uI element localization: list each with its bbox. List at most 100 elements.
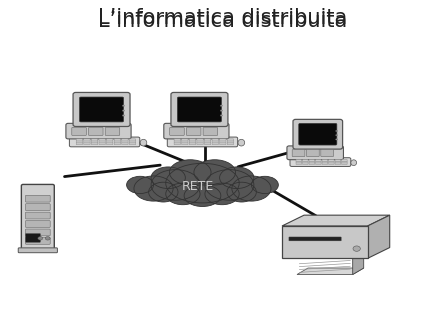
Circle shape	[220, 110, 222, 112]
FancyBboxPatch shape	[164, 123, 229, 139]
FancyBboxPatch shape	[289, 237, 341, 241]
FancyBboxPatch shape	[174, 143, 180, 145]
FancyBboxPatch shape	[80, 97, 124, 122]
FancyBboxPatch shape	[287, 146, 344, 160]
FancyBboxPatch shape	[197, 143, 203, 145]
Ellipse shape	[194, 160, 235, 185]
Circle shape	[220, 115, 222, 116]
FancyBboxPatch shape	[99, 143, 105, 145]
FancyBboxPatch shape	[322, 159, 328, 161]
FancyBboxPatch shape	[220, 139, 226, 141]
Circle shape	[122, 115, 125, 116]
Circle shape	[336, 130, 337, 132]
FancyBboxPatch shape	[309, 161, 315, 163]
FancyBboxPatch shape	[197, 141, 203, 143]
FancyBboxPatch shape	[84, 139, 90, 141]
Ellipse shape	[166, 163, 239, 203]
FancyBboxPatch shape	[299, 124, 337, 145]
FancyBboxPatch shape	[99, 141, 105, 143]
FancyBboxPatch shape	[189, 139, 196, 141]
Polygon shape	[368, 215, 390, 258]
FancyBboxPatch shape	[204, 143, 211, 145]
Circle shape	[336, 139, 337, 140]
FancyBboxPatch shape	[335, 163, 340, 164]
FancyBboxPatch shape	[322, 161, 328, 163]
FancyBboxPatch shape	[189, 141, 196, 143]
Ellipse shape	[166, 183, 200, 205]
FancyBboxPatch shape	[171, 93, 228, 127]
FancyBboxPatch shape	[204, 139, 211, 141]
FancyBboxPatch shape	[89, 128, 103, 135]
FancyBboxPatch shape	[84, 143, 90, 145]
Ellipse shape	[140, 139, 147, 146]
FancyBboxPatch shape	[189, 143, 196, 145]
FancyBboxPatch shape	[167, 137, 238, 147]
FancyBboxPatch shape	[99, 139, 105, 141]
FancyBboxPatch shape	[122, 143, 128, 145]
FancyBboxPatch shape	[309, 159, 315, 161]
FancyBboxPatch shape	[227, 139, 234, 141]
Circle shape	[122, 105, 125, 107]
FancyBboxPatch shape	[220, 143, 226, 145]
Circle shape	[45, 236, 50, 240]
FancyBboxPatch shape	[316, 159, 321, 161]
FancyBboxPatch shape	[73, 93, 130, 127]
FancyBboxPatch shape	[220, 141, 226, 143]
FancyBboxPatch shape	[129, 141, 136, 143]
FancyBboxPatch shape	[203, 128, 218, 135]
Text: RETE: RETE	[182, 180, 214, 193]
FancyBboxPatch shape	[114, 141, 121, 143]
Text: L’informatica distribuita: L’informatica distribuita	[98, 11, 347, 31]
Text: L’informatica distribuita: L’informatica distribuita	[98, 8, 347, 28]
FancyBboxPatch shape	[321, 149, 333, 157]
FancyBboxPatch shape	[316, 161, 321, 163]
Ellipse shape	[184, 185, 221, 207]
FancyBboxPatch shape	[76, 143, 82, 145]
FancyBboxPatch shape	[91, 143, 98, 145]
Ellipse shape	[151, 170, 200, 200]
FancyBboxPatch shape	[227, 141, 234, 143]
FancyBboxPatch shape	[122, 141, 128, 143]
FancyBboxPatch shape	[292, 149, 305, 157]
FancyBboxPatch shape	[25, 221, 50, 227]
FancyBboxPatch shape	[342, 159, 347, 161]
Ellipse shape	[170, 160, 211, 185]
Polygon shape	[282, 226, 368, 258]
FancyBboxPatch shape	[212, 143, 218, 145]
Ellipse shape	[149, 182, 178, 202]
FancyBboxPatch shape	[342, 163, 347, 164]
Ellipse shape	[205, 170, 254, 200]
FancyBboxPatch shape	[309, 163, 315, 164]
FancyBboxPatch shape	[91, 139, 98, 141]
FancyBboxPatch shape	[316, 163, 321, 164]
FancyBboxPatch shape	[106, 143, 113, 145]
FancyBboxPatch shape	[21, 184, 54, 250]
FancyBboxPatch shape	[186, 128, 201, 135]
Polygon shape	[282, 215, 390, 226]
Ellipse shape	[238, 139, 245, 146]
Ellipse shape	[205, 183, 239, 205]
FancyBboxPatch shape	[170, 128, 184, 135]
FancyBboxPatch shape	[69, 137, 140, 147]
Circle shape	[336, 134, 337, 136]
Ellipse shape	[227, 182, 256, 202]
FancyBboxPatch shape	[25, 212, 50, 219]
FancyBboxPatch shape	[303, 163, 308, 164]
FancyBboxPatch shape	[106, 141, 113, 143]
FancyBboxPatch shape	[174, 139, 180, 141]
FancyBboxPatch shape	[204, 141, 211, 143]
FancyBboxPatch shape	[18, 248, 57, 253]
FancyBboxPatch shape	[227, 143, 234, 145]
Circle shape	[353, 246, 360, 251]
FancyBboxPatch shape	[212, 141, 218, 143]
Ellipse shape	[251, 176, 279, 194]
FancyBboxPatch shape	[129, 139, 136, 141]
Circle shape	[122, 110, 125, 112]
FancyBboxPatch shape	[290, 158, 351, 166]
FancyBboxPatch shape	[328, 159, 334, 161]
FancyBboxPatch shape	[296, 159, 302, 161]
FancyBboxPatch shape	[328, 161, 334, 163]
FancyBboxPatch shape	[178, 97, 222, 122]
FancyBboxPatch shape	[84, 141, 90, 143]
FancyBboxPatch shape	[303, 159, 308, 161]
